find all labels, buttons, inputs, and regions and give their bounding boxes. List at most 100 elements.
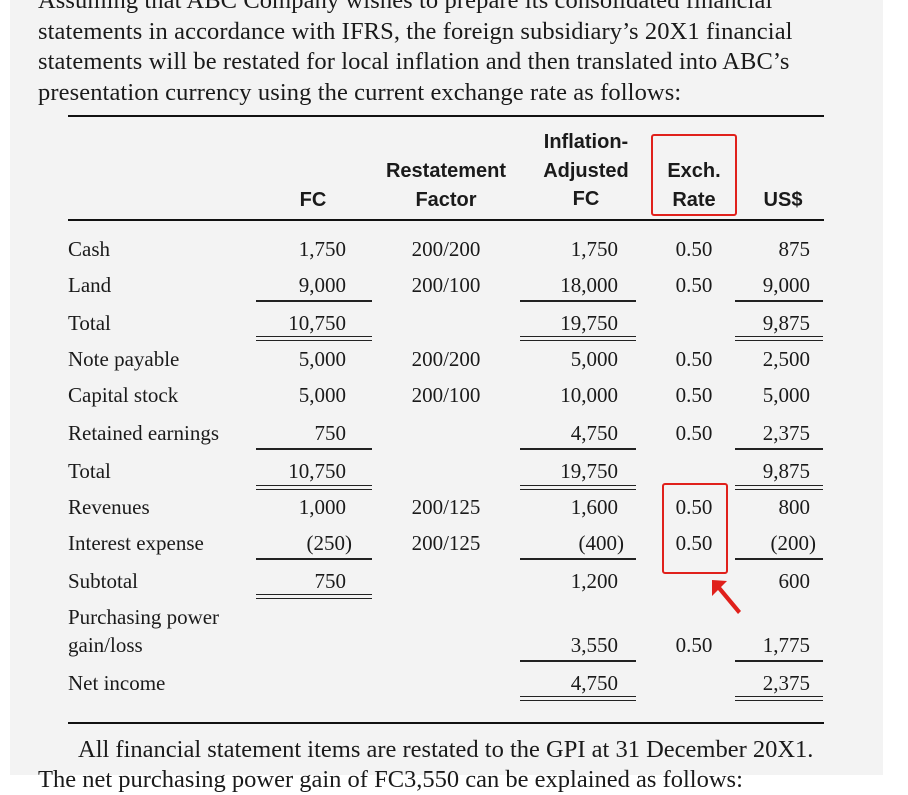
cell-fc: (250) <box>306 531 353 555</box>
cell-factor: 200/125 <box>411 495 481 519</box>
cell-fc: 10,750 <box>288 311 346 335</box>
header-text: Restatement <box>385 160 507 182</box>
cell-rate: 0.50 <box>675 273 713 297</box>
table-header-rule <box>68 219 824 221</box>
underline <box>520 300 636 302</box>
row-label: gain/loss <box>68 633 143 657</box>
double-underline <box>256 485 372 490</box>
double-underline <box>256 594 372 599</box>
underline <box>520 558 636 560</box>
cell-usd: 9,875 <box>762 311 810 335</box>
intro-line: presentation currency using the current … <box>38 78 682 106</box>
cell-usd: 2,500 <box>762 347 810 371</box>
intro-line: Assuming that ABC Company wishes to prep… <box>38 0 773 14</box>
cell-factor: 200/200 <box>411 347 481 371</box>
table-top-rule <box>68 115 824 117</box>
intro-line: statements in accordance with IFRS, the … <box>38 17 793 45</box>
cell-usd: 2,375 <box>762 671 810 695</box>
cell-usd: 5,000 <box>762 383 810 407</box>
cell-fc: 5,000 <box>298 383 346 407</box>
cell-adj: 1,200 <box>570 569 618 593</box>
header-fc: FC <box>299 189 327 211</box>
cell-factor: 200/200 <box>411 237 481 261</box>
row-label: Subtotal <box>68 569 139 593</box>
header-text: Rate <box>672 188 716 211</box>
header-text: Inflation- <box>543 131 629 153</box>
cell-fc: 1,750 <box>298 237 346 261</box>
double-underline <box>735 336 823 341</box>
cell-rate: 0.50 <box>675 237 713 261</box>
highlight-box-exch-rate-header <box>651 134 737 216</box>
cell-usd: 2,375 <box>762 421 810 445</box>
row-label: Note payable <box>68 347 180 371</box>
cell-adj: 3,550 <box>570 633 618 657</box>
underline <box>735 448 823 450</box>
cell-usd: 600 <box>778 569 811 593</box>
cell-adj: 1,750 <box>570 237 618 261</box>
intro-paragraph: Assuming that ABC Company wishes to prep… <box>38 0 868 108</box>
double-underline <box>520 696 636 701</box>
row-label: Interest expense <box>68 531 204 555</box>
row-label: Total <box>68 311 111 335</box>
cell-adj: (400) <box>578 531 625 555</box>
cell-fc: 750 <box>314 569 347 593</box>
cell-rate: 0.50 <box>675 421 713 445</box>
header-exch-rate: Exch. Rate <box>654 157 734 214</box>
double-underline <box>735 485 823 490</box>
header-inflation-adjusted-fc: Inflation- Adjusted FC <box>530 128 642 214</box>
cell-adj: 19,750 <box>560 459 618 483</box>
row-label: Total <box>68 459 111 483</box>
header-text: Adjusted <box>543 159 629 182</box>
cell-fc: 750 <box>314 421 347 445</box>
cell-factor: 200/125 <box>411 531 481 555</box>
underline <box>735 300 823 302</box>
footer-text: The net purchasing power gain of FC3,550… <box>38 766 743 793</box>
cell-fc: 1,000 <box>298 495 346 519</box>
row-label: Revenues <box>68 495 150 519</box>
double-underline <box>520 485 636 490</box>
row-label: Net income <box>68 671 166 695</box>
table-bottom-rule <box>68 722 824 724</box>
underline <box>256 300 372 302</box>
row-label: Purchasing power <box>68 605 220 629</box>
cell-usd: 9,875 <box>762 459 810 483</box>
underline <box>520 660 636 662</box>
row-label: Retained earnings <box>68 421 220 445</box>
cell-usd: 9,000 <box>762 273 810 297</box>
row-label: Land <box>68 273 112 297</box>
cell-rate: 0.50 <box>675 531 713 555</box>
cell-fc: 10,750 <box>288 459 346 483</box>
cell-usd: (200) <box>770 531 817 555</box>
underline <box>256 558 372 560</box>
footer-text: All financial statement items are restat… <box>78 736 814 763</box>
cell-usd: 800 <box>778 495 811 519</box>
cell-factor: 200/100 <box>411 273 481 297</box>
underline <box>520 448 636 450</box>
cell-adj: 4,750 <box>570 421 618 445</box>
cell-rate: 0.50 <box>675 633 713 657</box>
cell-adj: 4,750 <box>570 671 618 695</box>
row-label: Capital stock <box>68 383 179 407</box>
double-underline <box>256 336 372 341</box>
cell-adj: 5,000 <box>570 347 618 371</box>
double-underline <box>520 336 636 341</box>
underline <box>735 660 823 662</box>
header-text: FC <box>572 188 600 210</box>
cell-usd: 1,775 <box>762 633 810 657</box>
header-text: Exch. <box>667 160 721 182</box>
cell-rate: 0.50 <box>675 495 713 519</box>
cell-fc: 5,000 <box>298 347 346 371</box>
header-restatement-factor: Restatement Factor <box>376 157 516 214</box>
cell-factor: 200/100 <box>411 383 481 407</box>
cell-rate: 0.50 <box>675 383 713 407</box>
row-label: Cash <box>68 237 110 261</box>
underline <box>256 448 372 450</box>
intro-line: statements will be restated for local in… <box>38 48 790 75</box>
header-usd: US$ <box>763 189 803 211</box>
cell-fc: 9,000 <box>298 273 346 297</box>
document-page <box>10 0 883 775</box>
highlight-box-rates <box>662 483 728 574</box>
cell-rate: 0.50 <box>675 347 713 371</box>
header-text: Factor <box>415 188 477 211</box>
cell-adj: 18,000 <box>560 273 618 297</box>
